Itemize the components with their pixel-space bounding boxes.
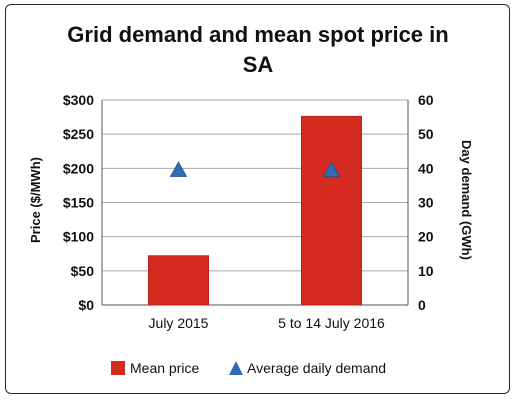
bar-mean-price [148, 255, 209, 306]
right-tick-label: 50 [418, 126, 434, 142]
bars [148, 115, 362, 306]
left-tick-label: $150 [63, 195, 94, 211]
chart-frame [5, 4, 510, 394]
left-axis-ticks: $0 $50 $100 $150 $200 $250 $300 [63, 92, 94, 313]
legend-label-mean-price: Mean price [130, 360, 199, 376]
demand-markers [169, 161, 341, 177]
right-tick-label: 30 [418, 195, 434, 211]
chart-title-line-2: SA [243, 52, 274, 77]
right-tick-label: 0 [418, 297, 426, 313]
marker-average-daily-demand [322, 161, 341, 177]
category-label: July 2015 [149, 315, 209, 331]
left-tick-label: $300 [63, 92, 94, 108]
right-tick-label: 20 [418, 229, 434, 245]
right-tick-label: 40 [418, 160, 434, 176]
legend: Mean price Average daily demand [111, 360, 386, 376]
legend-swatch-mean-price [111, 361, 125, 375]
left-tick-label: $50 [71, 263, 95, 279]
gridlines [101, 99, 409, 306]
left-tick-label: $100 [63, 229, 94, 245]
right-axis-ticks: 0 10 20 30 40 50 60 [418, 92, 434, 313]
right-tick-label: 10 [418, 263, 434, 279]
legend-swatch-average-daily-demand [229, 361, 243, 375]
right-axis-title: Day demand (GWh) [459, 140, 474, 260]
category-labels: July 2015 5 to 14 July 2016 [149, 315, 385, 331]
left-tick-label: $0 [78, 297, 94, 313]
marker-average-daily-demand [169, 161, 188, 177]
bar-mean-price [301, 115, 362, 306]
chart-title-line-1: Grid demand and mean spot price in [67, 22, 448, 47]
left-axis-title: Price ($/MWh) [28, 157, 43, 243]
category-label: 5 to 14 July 2016 [278, 315, 385, 331]
left-tick-label: $200 [63, 160, 94, 176]
legend-label-average-daily-demand: Average daily demand [247, 360, 386, 376]
right-tick-label: 60 [418, 92, 434, 108]
left-tick-label: $250 [63, 126, 94, 142]
